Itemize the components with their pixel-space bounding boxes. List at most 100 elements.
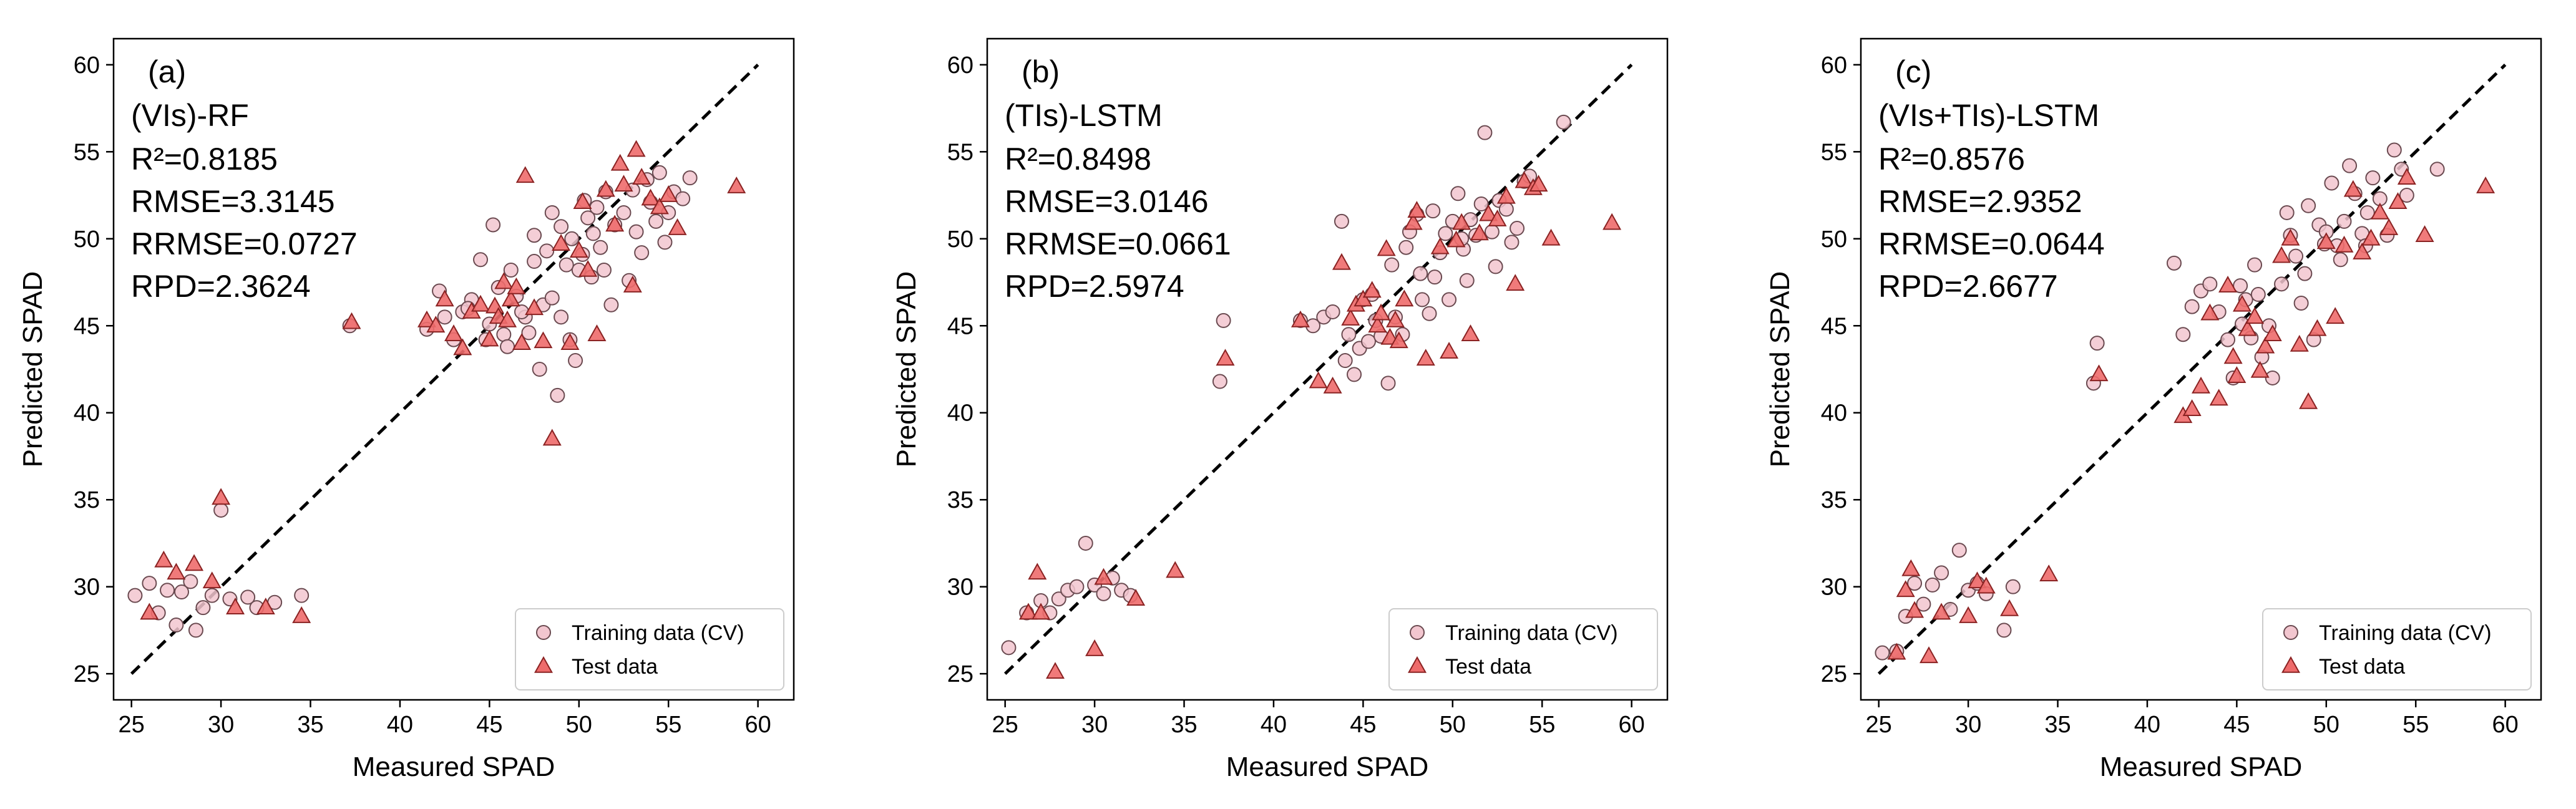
- test-point: [417, 310, 436, 327]
- test-point: [596, 180, 615, 197]
- x-tick-label: 40: [1261, 712, 1287, 738]
- training-point: [2250, 287, 2266, 303]
- test-point: [1372, 303, 1391, 321]
- test-point: [2272, 246, 2291, 263]
- training-point: [2005, 579, 2021, 594]
- y-axis-label: Predicted SPAD: [17, 271, 48, 468]
- test-point: [1896, 580, 1915, 598]
- stat-text: RMSE=2.9352: [1878, 184, 2082, 219]
- test-point: [1932, 603, 1951, 620]
- test-point: [2227, 366, 2247, 383]
- training-point: [1459, 273, 1475, 288]
- legend-box: [2262, 608, 2532, 690]
- x-tick-label: 50: [2313, 712, 2339, 738]
- plot-frame: [1860, 37, 2542, 701]
- test-point: [494, 272, 514, 289]
- test-point: [226, 598, 245, 614]
- identity-line: [130, 64, 759, 675]
- y-tick-label: 50: [74, 226, 100, 253]
- test-point: [2397, 168, 2416, 185]
- training-point: [648, 213, 664, 229]
- training-point: [1498, 201, 1514, 217]
- y-tick-label: 45: [947, 313, 973, 339]
- test-series: [1887, 168, 2496, 664]
- plot-frame: [986, 37, 1669, 701]
- training-point: [514, 304, 529, 319]
- test-point: [534, 331, 553, 349]
- x-tick-label: 35: [2044, 712, 2071, 738]
- test-point: [650, 197, 669, 215]
- test-point: [2316, 232, 2336, 249]
- test-point: [1309, 371, 1328, 389]
- training-point: [2202, 276, 2218, 292]
- test-point: [2370, 202, 2389, 220]
- panel-b: 25 30 35 40 45 50 55 60 25 30 35 40 45 50 55 60 Measured…: [891, 37, 1669, 782]
- y-tick-label: 55: [947, 139, 973, 165]
- test-point: [1541, 228, 1561, 246]
- training-point: [204, 588, 220, 603]
- test-point: [426, 316, 446, 333]
- x-tick-label: 30: [1955, 712, 1981, 738]
- training-point: [142, 576, 157, 591]
- test-point: [480, 329, 499, 347]
- x-tick-label: 35: [1171, 712, 1197, 738]
- training-point: [593, 240, 608, 255]
- training-point: [2301, 198, 2316, 213]
- x-tick-label: 35: [297, 712, 323, 738]
- training-point: [628, 224, 644, 240]
- legend-test-marker: [2281, 656, 2301, 673]
- test-point: [610, 153, 630, 171]
- legend-train-label: Training data (CV): [1445, 621, 1618, 645]
- stat-text: RPD=2.6677: [1878, 269, 2058, 304]
- training-point: [1556, 114, 1571, 130]
- training-point: [580, 210, 596, 226]
- test-point: [212, 488, 231, 505]
- training-point: [544, 290, 560, 306]
- training-point: [675, 191, 691, 206]
- x-tick-label: 55: [2403, 712, 2429, 738]
- test-point: [2089, 364, 2109, 382]
- x-tick-label: 25: [992, 712, 1018, 738]
- training-point: [2233, 278, 2248, 294]
- test-point: [2379, 218, 2399, 235]
- test-point: [525, 298, 544, 316]
- training-point: [2399, 188, 2414, 203]
- test-point: [2256, 336, 2275, 354]
- test-point: [1976, 576, 1996, 594]
- legend-train-marker: [1410, 625, 1425, 640]
- test-point: [1461, 324, 1480, 342]
- legend-test-marker: [534, 656, 554, 673]
- training-point: [2184, 299, 2200, 314]
- test-point: [185, 554, 204, 571]
- test-point: [2290, 334, 2309, 352]
- test-point: [1094, 568, 1113, 585]
- training-point: [1907, 576, 1923, 591]
- test-point: [453, 338, 472, 356]
- test-point: [2218, 276, 2238, 293]
- x-tick-label: 25: [1866, 712, 1892, 738]
- training-point: [1996, 622, 2012, 638]
- test-point: [292, 606, 311, 623]
- training-point: [1925, 577, 1940, 593]
- test-series: [1018, 171, 1622, 679]
- test-point: [1470, 223, 1489, 241]
- test-point: [2182, 399, 2202, 416]
- legend-train-label: Training data (CV): [572, 621, 744, 645]
- test-point: [668, 218, 687, 235]
- x-tick-label: 60: [744, 712, 771, 738]
- test-point: [2476, 177, 2496, 193]
- training-point: [1051, 591, 1066, 607]
- training-point: [2333, 252, 2348, 268]
- legend-box: [515, 608, 784, 690]
- x-tick-label: 45: [2223, 712, 2250, 738]
- training-point: [2279, 205, 2295, 220]
- training-point: [1001, 640, 1017, 656]
- training-point: [195, 600, 211, 616]
- training-point: [585, 226, 601, 241]
- test-point: [1529, 175, 1548, 192]
- test-point: [2223, 347, 2243, 364]
- test-point: [2039, 564, 2059, 581]
- x-tick-label: 55: [655, 712, 681, 738]
- training-point: [2429, 162, 2445, 177]
- training-point: [160, 583, 175, 598]
